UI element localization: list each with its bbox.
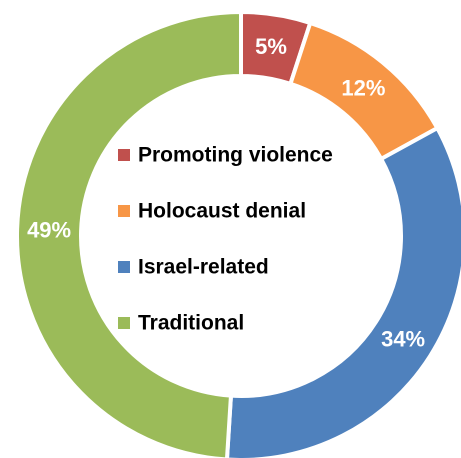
legend: Promoting violence Holocaust denial Israel… <box>118 144 333 335</box>
legend-swatch-israel-related <box>118 261 130 273</box>
slice-israel-related <box>225 125 461 458</box>
legend-swatch-traditional <box>118 317 130 329</box>
value-label-israel-related: 34% <box>381 326 425 351</box>
legend-label-holocaust-denial: Holocaust denial <box>138 200 306 223</box>
donut-slices <box>15 9 461 458</box>
slice-traditional <box>15 9 243 458</box>
value-label-holocaust-denial: 12% <box>341 76 385 101</box>
value-label-traditional: 49% <box>27 217 71 242</box>
value-label-promoting-violence: 5% <box>255 34 287 59</box>
legend-label-promoting-violence: Promoting violence <box>138 144 333 167</box>
legend-swatch-promoting-violence <box>118 149 130 161</box>
legend-label-traditional: Traditional <box>138 312 244 335</box>
legend-label-israel-related: Israel-related <box>138 256 269 279</box>
value-labels: 5% 12% 34% 49% <box>27 34 425 352</box>
legend-swatch-holocaust-denial <box>118 205 130 217</box>
